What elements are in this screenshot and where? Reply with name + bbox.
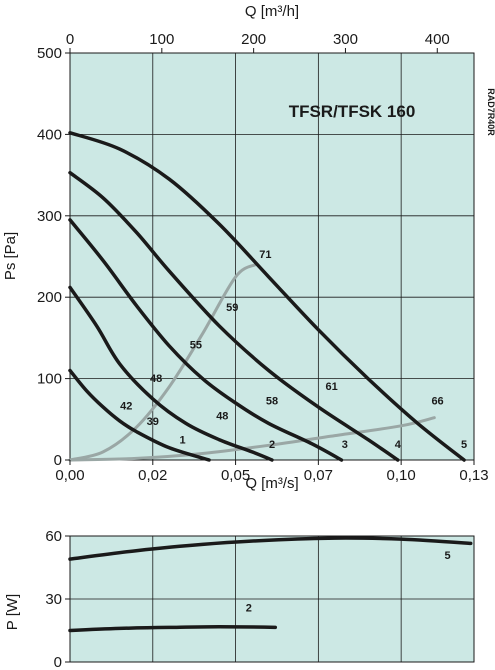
x2-tick-label: 400 bbox=[425, 31, 450, 48]
efficiency-curves bbox=[68, 263, 436, 462]
curve-annotation: 55 bbox=[190, 339, 202, 351]
fan-curve-5 bbox=[68, 131, 466, 462]
y-axis-label: Ps [Pa] bbox=[2, 232, 19, 280]
power-grid bbox=[69, 535, 474, 663]
x2-tick-label: 100 bbox=[149, 31, 174, 48]
x2-tick-label: 0 bbox=[66, 31, 74, 48]
y-tick-label: 200 bbox=[37, 289, 62, 306]
pressure-ticks: 0,00 0,02 0,05 0,07 0,10 0,13 0 100 200 300 400 500… bbox=[37, 31, 489, 484]
x-axis-label: Q [m³/s] bbox=[245, 475, 298, 492]
pressure-series bbox=[68, 131, 466, 462]
curve-annotation: 42 bbox=[120, 401, 132, 413]
fan-curve-4 bbox=[68, 170, 400, 462]
curve-annotation: 48 bbox=[150, 373, 162, 385]
power-y-tick-label: 30 bbox=[45, 591, 62, 608]
fan-curve-3 bbox=[68, 218, 344, 462]
curve-annotation: 1 bbox=[180, 435, 186, 447]
x-tick-label: 0,13 bbox=[459, 467, 488, 484]
x-tick-label: 0,10 bbox=[387, 467, 416, 484]
x-tick-label: 0,05 bbox=[221, 467, 250, 484]
chart-title: TFSR/TFSK 160 bbox=[289, 102, 416, 121]
curve-annotation: 61 bbox=[325, 381, 337, 393]
power-y-tick-label: 60 bbox=[45, 528, 62, 545]
x2-axis-label: Q [m³/h] bbox=[245, 3, 299, 20]
curve-annotation: 5 bbox=[461, 439, 467, 451]
curve-annotation: 58 bbox=[266, 396, 278, 408]
x-tick-label: 0,02 bbox=[138, 467, 167, 484]
y-tick-label: 0 bbox=[54, 452, 62, 469]
efficiency-curve bbox=[68, 263, 257, 462]
curve-annotation: 3 bbox=[342, 439, 348, 451]
y-tick-label: 400 bbox=[37, 126, 62, 143]
pressure-plot-area bbox=[69, 52, 475, 461]
power-annotation: 2 bbox=[246, 603, 252, 615]
power-y-tick-label: 0 bbox=[54, 654, 62, 670]
curve-annotation: 66 bbox=[431, 396, 443, 408]
figure-code-label: RAD7R40R bbox=[486, 88, 495, 136]
y-tick-label: 500 bbox=[37, 45, 62, 62]
y-tick-label: 100 bbox=[37, 371, 62, 388]
power-ticks: 0 30 60 bbox=[45, 528, 70, 670]
curve-annotation: 59 bbox=[226, 302, 238, 314]
curve-annotation: 71 bbox=[259, 249, 271, 261]
pressure-grid bbox=[69, 52, 475, 461]
power-curve-5 bbox=[68, 536, 473, 561]
curve-annotation: 48 bbox=[216, 410, 228, 422]
fan-curve-1 bbox=[68, 368, 211, 462]
x-tick-label: 0,07 bbox=[304, 467, 333, 484]
power-curve-2 bbox=[68, 624, 278, 633]
pressure-annotations: 71 59 55 48 42 39 48 58 61 66 1 2 3 4 5 bbox=[120, 249, 467, 451]
x-tick-label: 0,00 bbox=[55, 467, 84, 484]
efficiency-curve bbox=[68, 416, 436, 462]
x2-tick-label: 300 bbox=[333, 31, 358, 48]
curve-annotation: 4 bbox=[395, 439, 402, 451]
power-annotations: 52 bbox=[246, 550, 451, 615]
fan-curve-2 bbox=[68, 285, 274, 462]
curve-annotation: 2 bbox=[269, 439, 275, 451]
power-annotation: 5 bbox=[444, 550, 450, 562]
power-y-axis-label: P [W] bbox=[4, 594, 21, 630]
curve-annotation: 39 bbox=[147, 416, 159, 428]
x2-tick-label: 200 bbox=[241, 31, 266, 48]
power-series bbox=[68, 536, 473, 633]
y-tick-label: 300 bbox=[37, 208, 62, 225]
